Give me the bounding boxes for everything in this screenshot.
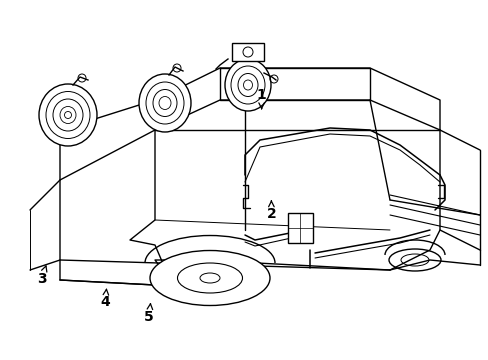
Ellipse shape xyxy=(150,251,269,306)
Ellipse shape xyxy=(139,74,191,132)
Bar xyxy=(287,213,312,243)
Ellipse shape xyxy=(224,59,270,111)
Text: 3: 3 xyxy=(37,266,47,286)
Text: 1: 1 xyxy=(256,89,266,109)
Text: 2: 2 xyxy=(266,201,276,221)
Text: 5: 5 xyxy=(144,303,154,324)
Text: 4: 4 xyxy=(100,289,110,309)
Bar xyxy=(231,43,264,61)
Ellipse shape xyxy=(39,84,97,146)
